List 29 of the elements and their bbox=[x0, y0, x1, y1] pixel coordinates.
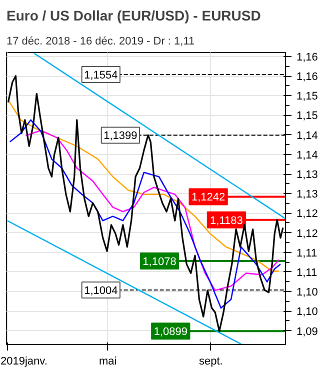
y-tick-label: 1,12 bbox=[296, 208, 318, 220]
chart-title: Euro / US Dollar (EUR/USD) - EURUSD bbox=[6, 8, 261, 24]
x-tick-label: sept. bbox=[199, 356, 223, 368]
y-tick-label: 1,16 bbox=[296, 71, 318, 84]
ref-line-label: 1,0899 bbox=[154, 326, 188, 338]
chart-subtitle: 17 déc. 2018 - 16 déc. 2019 - Dr : 1,11 bbox=[6, 36, 195, 48]
y-tick-label: 1,14 bbox=[296, 130, 318, 142]
ref-line-label: 1,1078 bbox=[142, 256, 176, 268]
y-tick-label: 1,11 bbox=[296, 266, 318, 279]
y-tick-label: 1,13 bbox=[296, 169, 318, 182]
ref-line-label: 1,1004 bbox=[84, 285, 118, 298]
line-series bbox=[8, 99, 280, 272]
y-tick-label: 1,10 bbox=[296, 286, 318, 299]
y-tick-label: 1,11 bbox=[296, 247, 318, 260]
y-tick-label: 1,16 bbox=[296, 51, 318, 64]
y-tick-label: 1,09 bbox=[296, 326, 318, 338]
y-tick-label: 1,14 bbox=[296, 149, 318, 162]
ref-line-label: 1,1399 bbox=[104, 130, 138, 142]
y-tick-label: 1,12 bbox=[296, 228, 318, 240]
ref-line-label: 1,1183 bbox=[210, 214, 243, 227]
y-tick-label: 1,10 bbox=[296, 306, 318, 318]
y-tick-label: 1,15 bbox=[296, 110, 318, 122]
line-series bbox=[9, 119, 282, 309]
y-tick-label: 1,15 bbox=[296, 90, 318, 103]
ref-line-label: 1,1554 bbox=[84, 69, 118, 82]
x-tick-label: 2019janv. bbox=[0, 356, 48, 368]
y-tick-label: 1,13 bbox=[296, 188, 318, 201]
x-tick-label: mai bbox=[99, 356, 117, 368]
ref-line-label: 1,1242 bbox=[191, 192, 226, 204]
